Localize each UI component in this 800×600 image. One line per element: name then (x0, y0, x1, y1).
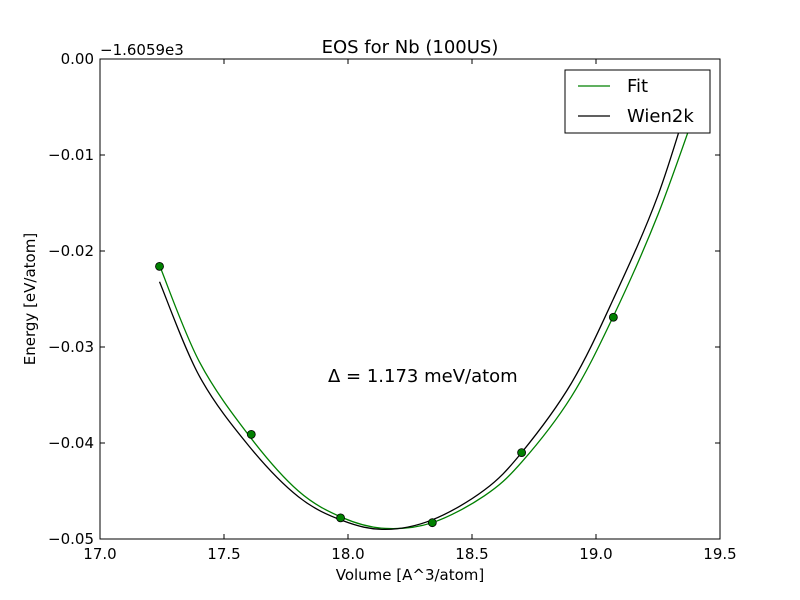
y-tick-label: 0.00 (61, 50, 94, 68)
x-tick-label: 18.0 (331, 545, 364, 563)
data-point (608, 312, 618, 322)
x-tick-label: 19.5 (703, 545, 736, 563)
legend-label-wien2k: Wien2k (627, 106, 694, 127)
series-line-wien2k (158, 78, 696, 531)
legend: Fit Wien2k (564, 69, 711, 134)
data-point (336, 513, 345, 523)
x-tick-label: 18.5 (455, 545, 488, 563)
series-line-fit (158, 97, 701, 530)
x-axis: 17.0 17.5 18.0 18.5 19.0 19.5 (83, 59, 737, 563)
legend-label-fit: Fit (627, 76, 648, 97)
y-tick-label: −0.05 (48, 530, 94, 548)
y-axis-label: Energy [eV/atom] (21, 233, 39, 365)
series-layer (155, 78, 701, 531)
delta-annotation: Δ = 1.173 meV/atom (328, 366, 518, 387)
x-axis-label: Volume [A^3/atom] (336, 566, 485, 584)
y-tick-label: −0.01 (48, 146, 94, 164)
y-tick-label: −0.03 (48, 338, 94, 356)
x-tick-label: 19.0 (579, 545, 612, 563)
data-point (427, 518, 437, 528)
legend-box (564, 69, 711, 134)
data-point (517, 448, 526, 458)
plot-frame (99, 58, 721, 540)
plot-area (100, 59, 720, 539)
data-point (155, 261, 164, 271)
y-offset-label: −1.6059e3 (100, 41, 184, 59)
x-tick-label: 17.0 (83, 545, 116, 563)
chart-title: EOS for Nb (100US) (322, 37, 499, 58)
x-tick-label: 17.5 (207, 545, 240, 563)
y-tick-label: −0.02 (48, 242, 94, 260)
data-point (246, 429, 256, 439)
y-axis: 0.00 −0.01 −0.02 −0.03 −0.04 −0.05 (48, 50, 720, 548)
y-tick-label: −0.04 (48, 434, 94, 452)
